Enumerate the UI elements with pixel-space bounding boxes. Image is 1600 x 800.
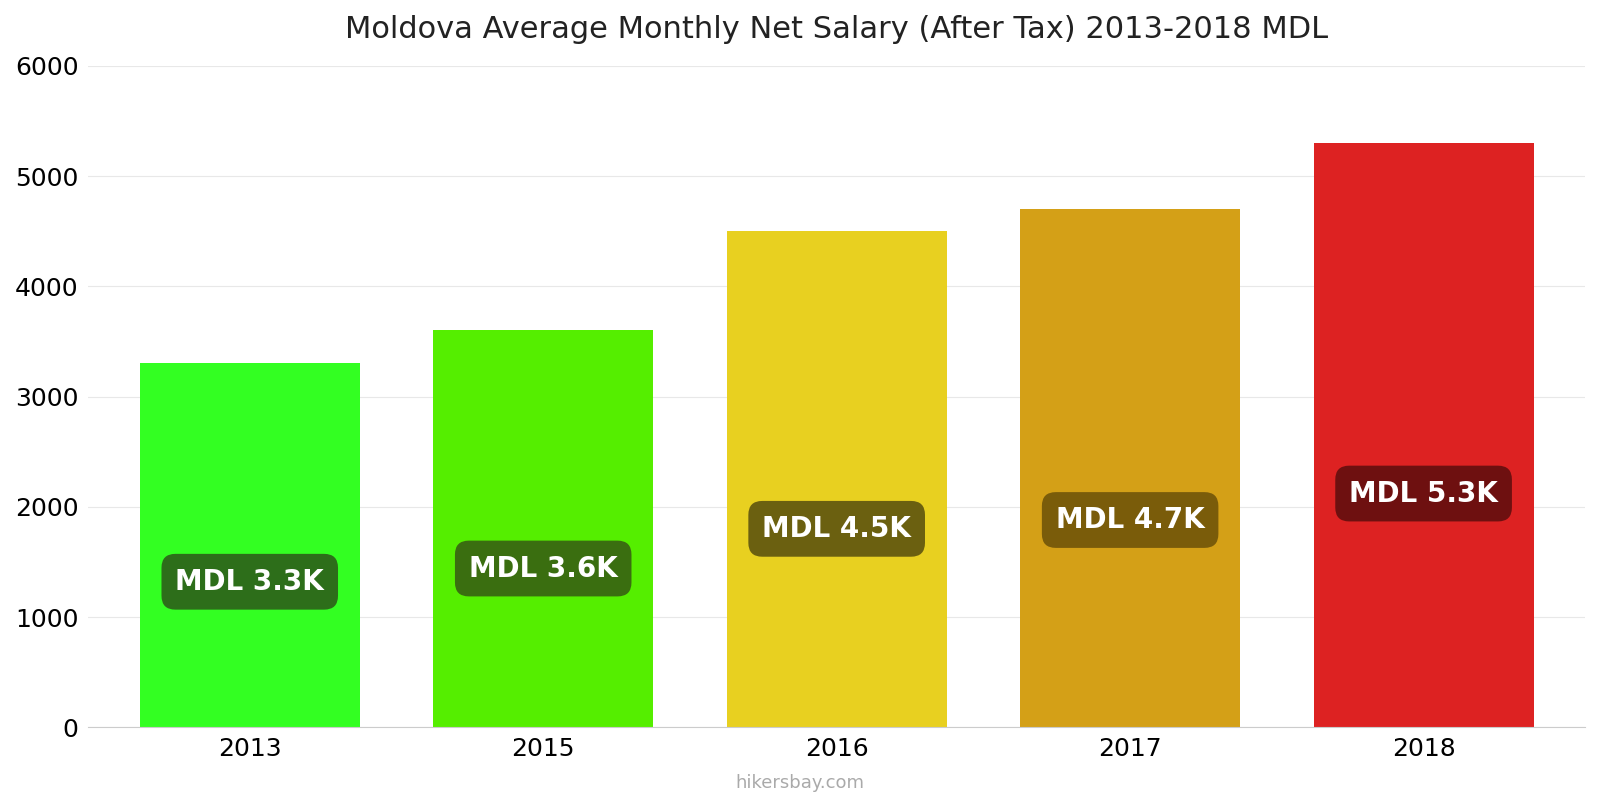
Bar: [434, 330, 653, 727]
Bar: [726, 231, 947, 727]
Text: MDL 5.3K: MDL 5.3K: [1349, 479, 1498, 507]
Text: MDL 3.3K: MDL 3.3K: [176, 568, 325, 596]
Text: MDL 4.7K: MDL 4.7K: [1056, 506, 1205, 534]
Bar: [1314, 143, 1534, 727]
Bar: [1021, 209, 1240, 727]
Text: hikersbay.com: hikersbay.com: [736, 774, 864, 792]
Text: MDL 3.6K: MDL 3.6K: [469, 554, 618, 582]
Text: MDL 4.5K: MDL 4.5K: [762, 515, 910, 543]
Bar: [139, 363, 360, 727]
Title: Moldova Average Monthly Net Salary (After Tax) 2013-2018 MDL: Moldova Average Monthly Net Salary (Afte…: [346, 15, 1328, 44]
